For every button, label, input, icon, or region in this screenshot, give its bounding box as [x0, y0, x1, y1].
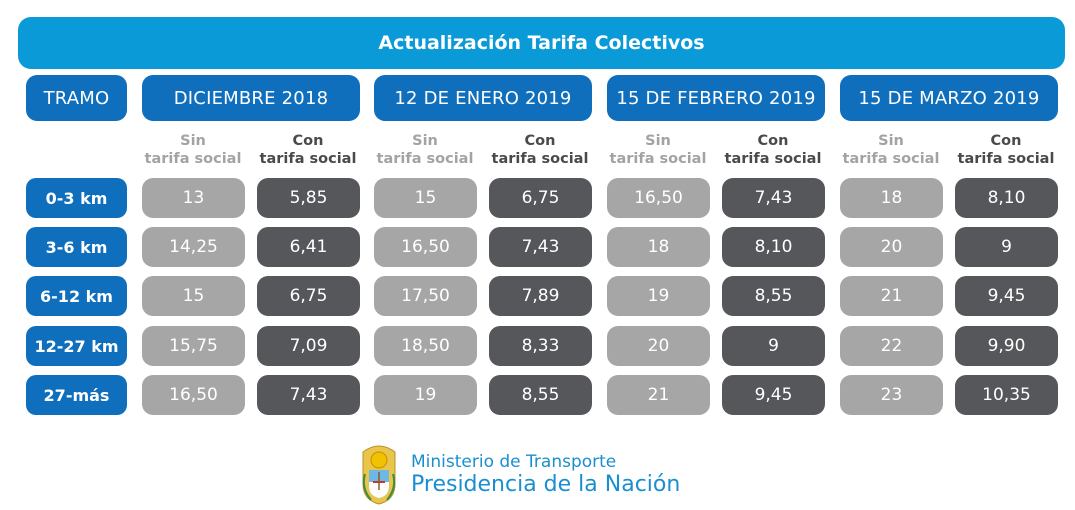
subheader-line1: Sin — [412, 133, 438, 149]
subheader-line1: Con — [990, 133, 1022, 149]
fare-cell-con-tarifa-social: 9,45 — [955, 276, 1058, 316]
fare-cell-con-tarifa-social: 9 — [955, 227, 1058, 267]
subheader-line2: tarifa social — [144, 151, 242, 167]
subheader-line1: Sin — [180, 133, 206, 149]
fare-cell-con-tarifa-social: 6,41 — [257, 227, 360, 267]
fare-cell-sin-tarifa-social: 21 — [840, 276, 943, 316]
subheader-line1: Sin — [645, 133, 671, 149]
fare-cell-con-tarifa-social: 7,43 — [722, 178, 825, 218]
con-tarifa-social-label: Con tarifa social — [719, 132, 827, 168]
fare-cell-con-tarifa-social: 8,55 — [722, 276, 825, 316]
subheader-line2: tarifa social — [376, 151, 474, 167]
fare-cell-sin-tarifa-social: 16,50 — [607, 178, 710, 218]
fare-cell-con-tarifa-social: 8,10 — [955, 178, 1058, 218]
sin-tarifa-social-label: Sin tarifa social — [139, 132, 247, 168]
fare-cell-sin-tarifa-social: 22 — [840, 326, 943, 366]
tramo-label: 0-3 km — [26, 178, 127, 218]
fare-cell-sin-tarifa-social: 15 — [142, 276, 245, 316]
presidency-name: Presidencia de la Nación — [411, 472, 681, 497]
period-header-enero-2019: 12 DE ENERO 2019 — [374, 75, 592, 121]
subheader-line1: Sin — [878, 133, 904, 149]
sin-tarifa-social-label: Sin tarifa social — [371, 132, 479, 168]
fare-cell-sin-tarifa-social: 18 — [607, 227, 710, 267]
tramo-label: 3-6 km — [26, 227, 127, 267]
ministry-logo: Ministerio de Transporte Presidencia de … — [357, 445, 680, 505]
fare-cell-con-tarifa-social: 7,09 — [257, 326, 360, 366]
subheader-line2: tarifa social — [957, 151, 1055, 167]
fare-cell-sin-tarifa-social: 18,50 — [374, 326, 477, 366]
subheader-line1: Con — [292, 133, 324, 149]
subheader-line2: tarifa social — [609, 151, 707, 167]
fare-cell-sin-tarifa-social: 19 — [607, 276, 710, 316]
fare-cell-sin-tarifa-social: 17,50 — [374, 276, 477, 316]
fare-cell-con-tarifa-social: 6,75 — [489, 178, 592, 218]
fare-cell-sin-tarifa-social: 20 — [840, 227, 943, 267]
sin-tarifa-social-label: Sin tarifa social — [604, 132, 712, 168]
fare-cell-con-tarifa-social: 9 — [722, 326, 825, 366]
fare-cell-con-tarifa-social: 6,75 — [257, 276, 360, 316]
period-header-marzo-2019: 15 DE MARZO 2019 — [840, 75, 1058, 121]
fare-cell-con-tarifa-social: 9,90 — [955, 326, 1058, 366]
fare-cell-con-tarifa-social: 8,55 — [489, 375, 592, 415]
ministry-name: Ministerio de Transporte — [411, 452, 617, 472]
coat-of-arms-icon — [362, 445, 396, 505]
fare-cell-con-tarifa-social: 5,85 — [257, 178, 360, 218]
sin-tarifa-social-label: Sin tarifa social — [837, 132, 945, 168]
fare-cell-sin-tarifa-social: 16,50 — [142, 375, 245, 415]
fare-cell-con-tarifa-social: 10,35 — [955, 375, 1058, 415]
fare-cell-sin-tarifa-social: 21 — [607, 375, 710, 415]
fare-cell-con-tarifa-social: 8,33 — [489, 326, 592, 366]
fare-cell-con-tarifa-social: 8,10 — [722, 227, 825, 267]
fare-cell-sin-tarifa-social: 20 — [607, 326, 710, 366]
subheader-line2: tarifa social — [842, 151, 940, 167]
subheader-line1: Con — [524, 133, 556, 149]
con-tarifa-social-label: Con tarifa social — [486, 132, 594, 168]
page-title: Actualización Tarifa Colectivos — [18, 17, 1065, 69]
period-header-febrero-2019: 15 DE FEBRERO 2019 — [607, 75, 825, 121]
fare-cell-con-tarifa-social: 9,45 — [722, 375, 825, 415]
fare-cell-sin-tarifa-social: 13 — [142, 178, 245, 218]
fare-cell-sin-tarifa-social: 23 — [840, 375, 943, 415]
fare-cell-con-tarifa-social: 7,43 — [489, 227, 592, 267]
period-header-diciembre-2018: DICIEMBRE 2018 — [142, 75, 360, 121]
subheader-line2: tarifa social — [491, 151, 589, 167]
tramo-header: TRAMO — [26, 75, 127, 121]
tramo-label: 27-más — [26, 375, 127, 415]
con-tarifa-social-label: Con tarifa social — [952, 132, 1060, 168]
fare-cell-con-tarifa-social: 7,43 — [257, 375, 360, 415]
fare-cell-sin-tarifa-social: 18 — [840, 178, 943, 218]
subheader-line1: Con — [757, 133, 789, 149]
subheader-line2: tarifa social — [724, 151, 822, 167]
tramo-label: 6-12 km — [26, 276, 127, 316]
fare-cell-sin-tarifa-social: 15,75 — [142, 326, 245, 366]
fare-cell-con-tarifa-social: 7,89 — [489, 276, 592, 316]
subheader-line2: tarifa social — [259, 151, 357, 167]
fare-cell-sin-tarifa-social: 16,50 — [374, 227, 477, 267]
fare-cell-sin-tarifa-social: 14,25 — [142, 227, 245, 267]
tramo-label: 12-27 km — [26, 326, 127, 366]
fare-cell-sin-tarifa-social: 19 — [374, 375, 477, 415]
con-tarifa-social-label: Con tarifa social — [254, 132, 362, 168]
fare-cell-sin-tarifa-social: 15 — [374, 178, 477, 218]
